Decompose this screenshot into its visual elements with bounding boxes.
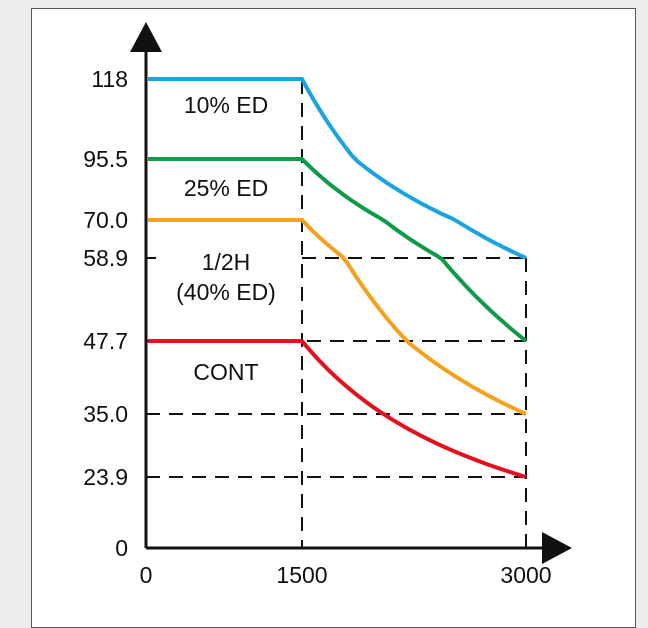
x-tick-label: 1500 bbox=[276, 562, 327, 588]
y-axis-arrow bbox=[130, 22, 162, 52]
y-tick-label: 95.5 bbox=[83, 146, 128, 172]
y-tick-label: 58.9 bbox=[83, 245, 128, 271]
series-label-3: CONT bbox=[193, 359, 258, 385]
y-tick-labels: 118 95.5 70.0 58.9 47.7 35.0 23.9 0 bbox=[83, 66, 128, 561]
y-tick-label: 35.0 bbox=[83, 401, 128, 427]
series-line-3 bbox=[148, 339, 527, 479]
y-tick-label: 23.9 bbox=[83, 464, 128, 490]
x-tick-label: 0 bbox=[140, 562, 153, 588]
chart-frame bbox=[31, 8, 636, 628]
series-label-1: 25% ED bbox=[184, 175, 268, 201]
series-line-2 bbox=[148, 218, 527, 416]
y-tick-label: 70.0 bbox=[83, 207, 128, 233]
x-axis-arrow bbox=[542, 532, 572, 564]
x-tick-label: 3000 bbox=[500, 562, 551, 588]
series-labels: 10% ED 25% ED 1/2H (40% ED) CONT bbox=[176, 92, 276, 385]
reference-lines bbox=[146, 80, 527, 548]
axes bbox=[130, 22, 572, 564]
series-line-0 bbox=[148, 77, 527, 260]
y-tick-label: 118 bbox=[91, 66, 128, 92]
series-lines bbox=[148, 77, 528, 479]
series-label-0: 10% ED bbox=[184, 92, 268, 118]
y-tick-label: 47.7 bbox=[83, 328, 128, 354]
y-tick-label: 0 bbox=[115, 535, 128, 561]
series-label-2: 1/2H (40% ED) bbox=[176, 249, 276, 305]
x-tick-labels: 0 1500 3000 bbox=[140, 562, 552, 588]
series-line-1 bbox=[148, 157, 528, 343]
